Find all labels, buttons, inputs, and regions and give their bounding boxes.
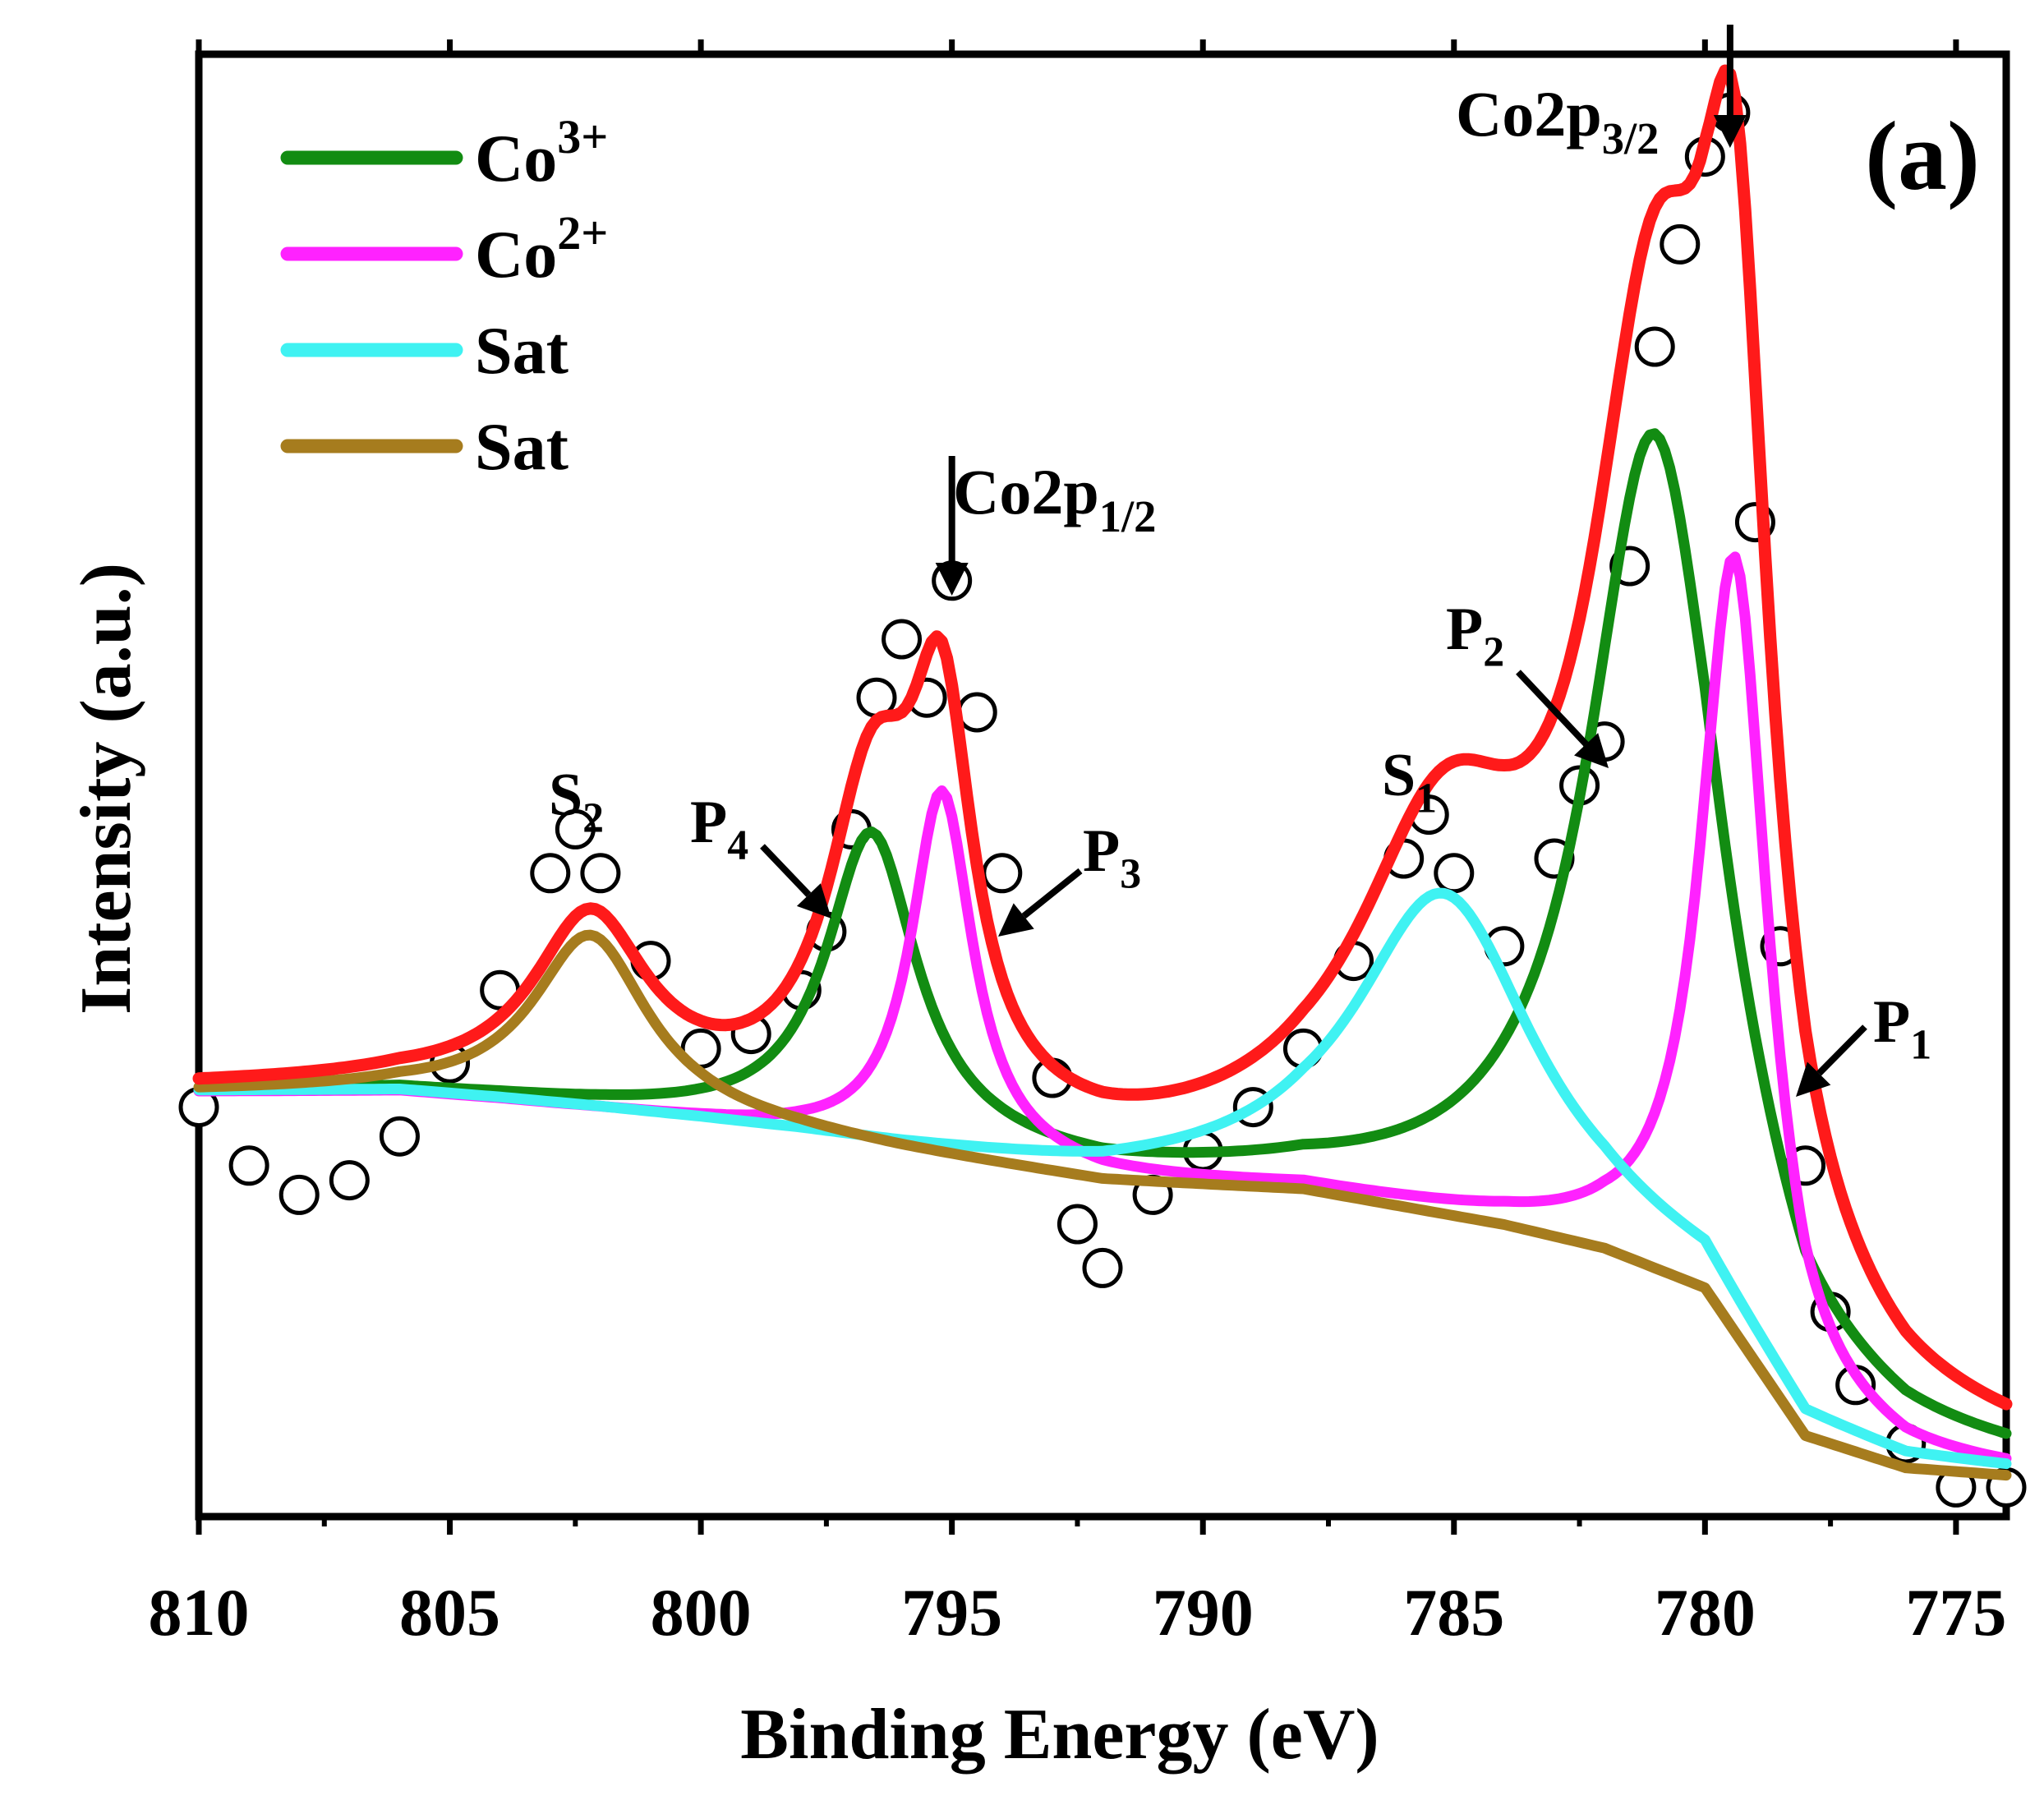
experimental-point xyxy=(329,1160,370,1201)
legend-label: Sat xyxy=(475,313,569,388)
s1-label: S1 xyxy=(1382,742,1437,822)
x-tick-label: 800 xyxy=(651,1575,752,1650)
x-tick-label: 775 xyxy=(1905,1575,2006,1650)
legend-item: Sat xyxy=(280,313,569,388)
s2-label: S2 xyxy=(549,762,604,842)
fit-envelope-line xyxy=(192,64,2013,1411)
co2p32-arrow xyxy=(1713,25,1747,148)
y-axis-label: Intensity (a.u.) xyxy=(67,563,146,1015)
x-tick-label: 795 xyxy=(901,1575,1002,1650)
legend: Co3+ Co2+ Sat Sat xyxy=(280,110,608,484)
co2p12-arrow xyxy=(935,456,969,596)
experimental-point xyxy=(982,853,1023,894)
p1-label: P1 xyxy=(1873,988,1931,1069)
panel-label: (a) xyxy=(1865,101,1980,210)
experimental-point xyxy=(580,853,621,894)
legend-label: Co3+ xyxy=(475,110,608,196)
legend-item: Co2+ xyxy=(280,206,608,292)
x-tick-label: 790 xyxy=(1153,1575,1254,1650)
p4-label: P4 xyxy=(690,789,748,869)
x-tick-label: 805 xyxy=(399,1575,500,1650)
plot-area-border xyxy=(195,50,2010,1521)
experimental-point xyxy=(1660,223,1701,265)
plot-frame xyxy=(195,50,2010,1521)
p4-arrow xyxy=(760,844,831,919)
experimental-point xyxy=(882,619,923,660)
p2-arrow xyxy=(1516,670,1609,768)
x-tick-label: 810 xyxy=(149,1575,250,1650)
legend-item: Co3+ xyxy=(280,110,608,196)
experimental-point xyxy=(379,1116,420,1157)
x-axis-label: Binding Energy (eV) xyxy=(740,1695,1379,1775)
component-curves xyxy=(193,428,2012,1481)
experimental-point xyxy=(555,808,596,849)
x-tick-label: 785 xyxy=(1403,1575,1504,1650)
legend-label: Co2+ xyxy=(475,206,608,292)
p3-arrow xyxy=(998,868,1083,937)
x-tick-label: 780 xyxy=(1655,1575,1756,1650)
experimental-point xyxy=(1434,853,1475,894)
legend-item: Sat xyxy=(280,409,569,484)
component-curve-sat xyxy=(193,929,2012,1481)
p2-label: P2 xyxy=(1446,596,1504,676)
p1-arrow xyxy=(1796,1024,1867,1097)
experimental-point xyxy=(956,692,997,733)
x-axis-ticks xyxy=(196,1517,1959,1535)
component-curve-sat xyxy=(193,887,2012,1470)
experimental-point xyxy=(228,1145,269,1186)
experimental-point xyxy=(279,1174,320,1215)
experimental-point xyxy=(1634,326,1675,367)
peak-annotations: Co2p3/2 Co2p1/2 P1 P2 P3 P4 S1 S2 xyxy=(549,25,1931,1097)
co2p32-label: Co2p3/2 xyxy=(1456,78,1659,163)
legend-label: Sat xyxy=(475,409,569,484)
x-axis-tick-labels: 810 805 800 795 790 785 780 775 xyxy=(149,1575,2007,1650)
experimental-point xyxy=(530,853,571,894)
experimental-point xyxy=(1082,1247,1123,1288)
fit-envelope-curve xyxy=(192,64,2013,1411)
p3-label: P3 xyxy=(1083,817,1141,898)
co2p12-label: Co2p1/2 xyxy=(953,456,1156,541)
experimental-point xyxy=(1057,1204,1098,1245)
top-axis-ticks xyxy=(196,39,1959,54)
